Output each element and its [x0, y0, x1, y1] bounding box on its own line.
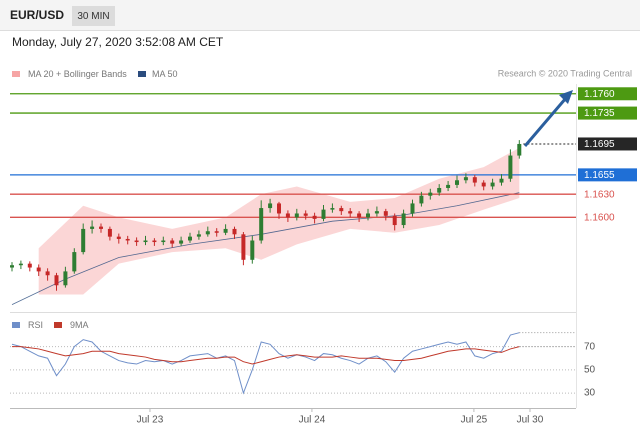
candle-body: [330, 208, 335, 210]
bollinger-band: [38, 147, 520, 295]
candle-body: [321, 209, 326, 219]
legend-label: 9MA: [70, 320, 89, 330]
candle-body: [116, 236, 121, 239]
level-label: 1.1600: [584, 212, 615, 223]
candle-body: [446, 184, 451, 188]
candle-body: [134, 240, 139, 243]
candle-body: [401, 213, 406, 226]
rsi-line: [12, 346, 520, 365]
legend-label: RSI: [28, 320, 43, 330]
level-label-box: [578, 168, 637, 182]
candle-body: [383, 211, 388, 216]
candle-body: [490, 182, 495, 187]
level-label: 1.1695: [584, 139, 615, 150]
candle-body: [45, 271, 50, 276]
candle-body: [348, 211, 353, 214]
candle-body: [437, 187, 442, 193]
level-label-box: [578, 137, 637, 151]
candle-body: [419, 195, 424, 204]
candle-body: [463, 177, 468, 181]
candle-body: [508, 155, 513, 179]
candle-body: [250, 240, 255, 260]
candle-body: [81, 228, 86, 253]
timeframe[interactable]: 30 MIN: [77, 11, 109, 22]
candle-body: [223, 228, 228, 233]
candle-body: [18, 263, 23, 266]
credit: Research © 2020 Trading Central: [498, 68, 632, 78]
level-label-box: [578, 87, 637, 101]
candle-body: [374, 211, 379, 214]
candle-body: [152, 240, 157, 243]
legend-label: MA 20 + Bollinger Bands: [28, 69, 127, 79]
candle-body: [285, 213, 290, 218]
level-label: 1.1735: [584, 108, 615, 119]
candle-body: [517, 143, 522, 156]
candle-body: [72, 252, 77, 272]
candle-body: [312, 215, 317, 219]
timeframe-box[interactable]: [72, 6, 115, 26]
candle-body: [259, 208, 264, 241]
candle-body: [188, 236, 192, 241]
candle-body: [107, 228, 112, 237]
candle-body: [241, 234, 246, 260]
level-label: 1.1760: [584, 89, 615, 100]
symbol: EUR/USD: [10, 8, 64, 22]
candle-body: [428, 192, 433, 196]
candle-body: [455, 180, 459, 185]
candle-body: [63, 271, 68, 286]
x-tick-label: Jul 23: [137, 415, 164, 426]
timestamp: Monday, July 27, 2020 3:52:08 AM CET: [12, 35, 224, 49]
candle-body: [54, 275, 59, 286]
candle-body: [499, 178, 504, 183]
candle-body: [205, 231, 210, 235]
candle-body: [143, 240, 148, 243]
plot: MA 20 + Bollinger Bands MA 50 1.1760 1.1735…: [10, 69, 637, 426]
x-tick-label: Jul 25: [461, 415, 488, 426]
candle-body: [27, 263, 32, 268]
forecast-arrowhead: [559, 90, 573, 104]
candle-body: [196, 234, 201, 237]
candle-body: [90, 226, 95, 229]
candle-body: [277, 203, 281, 214]
candle-body: [357, 213, 362, 218]
rsi-tick-label: 30: [584, 388, 596, 399]
level-label-box: [578, 106, 637, 120]
candle-body: [339, 208, 344, 212]
candle-body: [366, 213, 370, 218]
candle-body: [410, 203, 415, 214]
candle-body: [36, 267, 41, 272]
candle-body: [10, 265, 14, 268]
candle-body: [170, 240, 175, 244]
x-tick-label: Jul 24: [299, 415, 326, 426]
candle-body: [303, 213, 308, 216]
legend-swatch: [138, 71, 146, 77]
candle-body: [214, 231, 219, 233]
level-label: 1.1655: [584, 170, 615, 181]
legend-swatch: [12, 71, 20, 77]
candle-body: [99, 226, 103, 229]
level-label: 1.1630: [584, 189, 615, 200]
candle-body: [481, 182, 486, 187]
rsi-line: [11, 332, 520, 395]
candle-body: [294, 213, 299, 218]
forecast-arrow: [523, 97, 568, 147]
candle-body: [268, 203, 273, 209]
rsi-tick-label: 70: [584, 341, 596, 352]
x-tick-label: Jul 30: [517, 415, 544, 426]
legend-swatch: [12, 322, 20, 328]
candle-body: [472, 177, 477, 183]
candle-body: [179, 240, 184, 244]
candle-body: [161, 240, 166, 243]
candle-body: [392, 215, 397, 226]
legend-swatch: [54, 322, 62, 328]
candle-body: [232, 228, 237, 235]
rsi-tick-label: 50: [584, 364, 596, 375]
candle-body: [125, 238, 130, 241]
legend-label: MA 50: [152, 69, 178, 79]
